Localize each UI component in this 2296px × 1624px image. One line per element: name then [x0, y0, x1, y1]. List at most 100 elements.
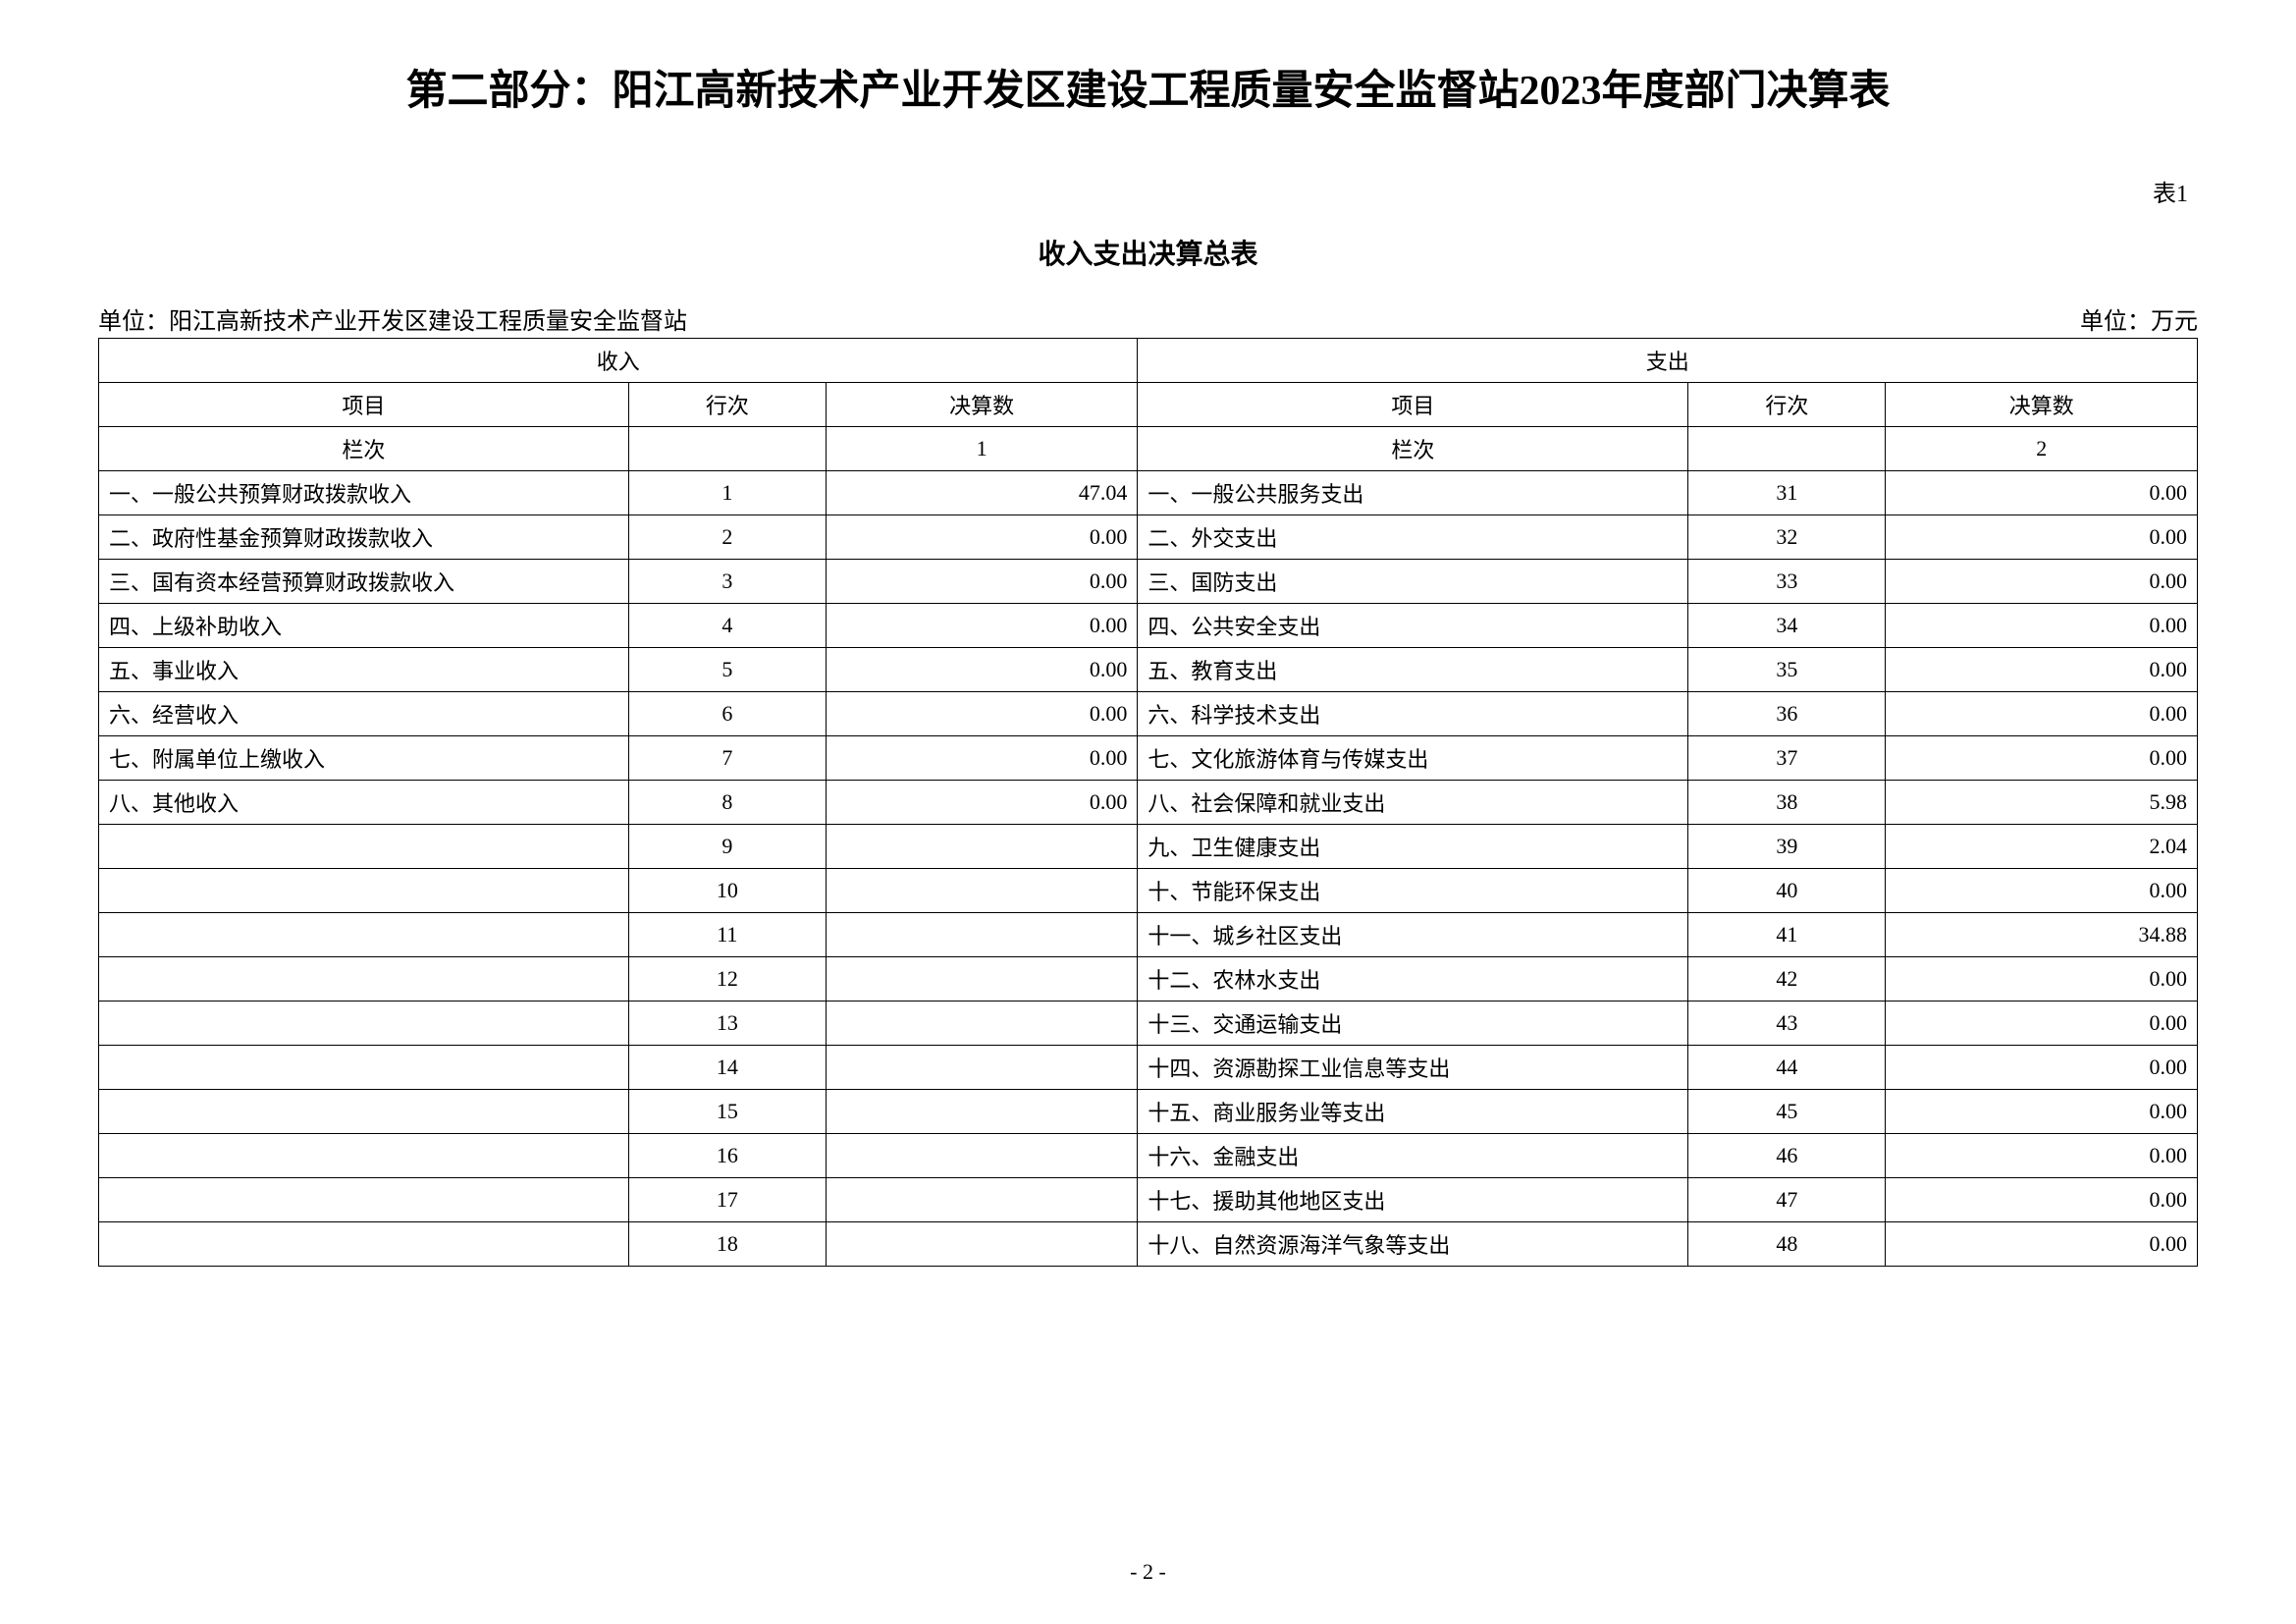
- income-rownum-header: 行次: [628, 383, 826, 427]
- expense-amount-cell: 34.88: [1886, 913, 2198, 957]
- income-rownum-cell: 14: [628, 1046, 826, 1090]
- table-row: 9九、卫生健康支出392.04: [99, 825, 2198, 869]
- income-amount-cell: [826, 869, 1138, 913]
- expense-amount-cell: 0.00: [1886, 648, 2198, 692]
- table-row: 12十二、农林水支出420.00: [99, 957, 2198, 1001]
- expense-item-cell: 十八、自然资源海洋气象等支出: [1138, 1222, 1688, 1267]
- income-rownum-cell: 17: [628, 1178, 826, 1222]
- expense-amount-cell: 0.00: [1886, 692, 2198, 736]
- blank-cell: [1688, 427, 1886, 471]
- income-item-cell: [99, 913, 629, 957]
- expense-item-cell: 十四、资源勘探工业信息等支出: [1138, 1046, 1688, 1090]
- income-amount-cell: 0.00: [826, 648, 1138, 692]
- table-row: 16十六、金融支出460.00: [99, 1134, 2198, 1178]
- expense-amount-cell: 0.00: [1886, 471, 2198, 515]
- income-rownum-cell: 18: [628, 1222, 826, 1267]
- finance-table: 收入 支出 项目 行次 决算数 项目 行次 决算数 栏次 1 栏次 2 一、一般…: [98, 338, 2198, 1267]
- table-row: 10十、节能环保支出400.00: [99, 869, 2198, 913]
- expense-rownum-cell: 48: [1688, 1222, 1886, 1267]
- expense-amount-cell: 2.04: [1886, 825, 2198, 869]
- income-item-cell: 八、其他收入: [99, 781, 629, 825]
- expense-amount-cell: 0.00: [1886, 1178, 2198, 1222]
- page-title: 第二部分：阳江高新技术产业开发区建设工程质量安全监督站2023年度部门决算表: [98, 59, 2198, 125]
- income-amount-cell: 0.00: [826, 736, 1138, 781]
- income-header: 收入: [99, 339, 1138, 383]
- expense-amount-cell: 0.00: [1886, 869, 2198, 913]
- blank-cell: [628, 427, 826, 471]
- income-amount-cell: [826, 1134, 1138, 1178]
- expense-amount-cell: 0.00: [1886, 560, 2198, 604]
- page-number: - 2 -: [1130, 1559, 1166, 1585]
- table-header-row-2: 项目 行次 决算数 项目 行次 决算数: [99, 383, 2198, 427]
- income-rownum-cell: 11: [628, 913, 826, 957]
- table-row: 一、一般公共预算财政拨款收入147.04一、一般公共服务支出310.00: [99, 471, 2198, 515]
- expense-rownum-cell: 43: [1688, 1001, 1886, 1046]
- income-amount-header: 决算数: [826, 383, 1138, 427]
- unit-header-row: 单位：阳江高新技术产业开发区建设工程质量安全监督站 单位：万元: [98, 301, 2198, 336]
- expense-item-cell: 八、社会保障和就业支出: [1138, 781, 1688, 825]
- income-item-cell: [99, 869, 629, 913]
- income-rownum-cell: 5: [628, 648, 826, 692]
- income-amount-cell: [826, 1001, 1138, 1046]
- income-rownum-cell: 7: [628, 736, 826, 781]
- expense-item-cell: 四、公共安全支出: [1138, 604, 1688, 648]
- income-item-cell: [99, 825, 629, 869]
- expense-item-cell: 十六、金融支出: [1138, 1134, 1688, 1178]
- expense-amount-cell: 0.00: [1886, 1222, 2198, 1267]
- income-amount-cell: [826, 957, 1138, 1001]
- income-item-cell: [99, 1178, 629, 1222]
- expense-item-cell: 十七、援助其他地区支出: [1138, 1178, 1688, 1222]
- income-rownum-cell: 13: [628, 1001, 826, 1046]
- income-amount-cell: [826, 1090, 1138, 1134]
- expense-item-cell: 一、一般公共服务支出: [1138, 471, 1688, 515]
- table-label: 表1: [98, 174, 2198, 208]
- table-row: 七、附属单位上缴收入70.00七、文化旅游体育与传媒支出370.00: [99, 736, 2198, 781]
- expense-amount-cell: 0.00: [1886, 1046, 2198, 1090]
- expense-amount-cell: 5.98: [1886, 781, 2198, 825]
- income-item-cell: 四、上级补助收入: [99, 604, 629, 648]
- table-row: 五、事业收入50.00五、教育支出350.00: [99, 648, 2198, 692]
- expense-item-cell: 五、教育支出: [1138, 648, 1688, 692]
- expense-rownum-cell: 42: [1688, 957, 1886, 1001]
- income-item-cell: 一、一般公共预算财政拨款收入: [99, 471, 629, 515]
- expense-rownum-cell: 46: [1688, 1134, 1886, 1178]
- expense-item-cell: 十、节能环保支出: [1138, 869, 1688, 913]
- income-item-cell: 三、国有资本经营预算财政拨款收入: [99, 560, 629, 604]
- expense-rownum-cell: 35: [1688, 648, 1886, 692]
- income-rownum-cell: 12: [628, 957, 826, 1001]
- unit-left-label: 单位：阳江高新技术产业开发区建设工程质量安全监督站: [98, 301, 687, 336]
- income-colnum-label: 栏次: [99, 427, 629, 471]
- income-item-cell: 二、政府性基金预算财政拨款收入: [99, 515, 629, 560]
- income-item-header: 项目: [99, 383, 629, 427]
- income-amount-cell: 0.00: [826, 604, 1138, 648]
- table-header-row-3: 栏次 1 栏次 2: [99, 427, 2198, 471]
- income-rownum-cell: 10: [628, 869, 826, 913]
- table-row: 15十五、商业服务业等支出450.00: [99, 1090, 2198, 1134]
- income-amount-cell: 0.00: [826, 781, 1138, 825]
- expense-header: 支出: [1138, 339, 2198, 383]
- expense-rownum-cell: 39: [1688, 825, 1886, 869]
- income-item-cell: [99, 1046, 629, 1090]
- expense-rownum-cell: 45: [1688, 1090, 1886, 1134]
- income-amount-cell: [826, 825, 1138, 869]
- expense-rownum-cell: 32: [1688, 515, 1886, 560]
- expense-item-cell: 十五、商业服务业等支出: [1138, 1090, 1688, 1134]
- expense-item-cell: 二、外交支出: [1138, 515, 1688, 560]
- income-amount-cell: 0.00: [826, 515, 1138, 560]
- income-rownum-cell: 3: [628, 560, 826, 604]
- table-row: 三、国有资本经营预算财政拨款收入30.00三、国防支出330.00: [99, 560, 2198, 604]
- income-amount-cell: [826, 1046, 1138, 1090]
- expense-rownum-cell: 47: [1688, 1178, 1886, 1222]
- expense-rownum-cell: 41: [1688, 913, 1886, 957]
- income-item-cell: 七、附属单位上缴收入: [99, 736, 629, 781]
- income-amount-cell: [826, 1178, 1138, 1222]
- expense-rownum-cell: 34: [1688, 604, 1886, 648]
- expense-amount-cell: 0.00: [1886, 1001, 2198, 1046]
- expense-colnum-label: 栏次: [1138, 427, 1688, 471]
- income-amount-cell: [826, 913, 1138, 957]
- income-item-cell: [99, 1001, 629, 1046]
- table-row: 六、经营收入60.00六、科学技术支出360.00: [99, 692, 2198, 736]
- expense-rownum-cell: 31: [1688, 471, 1886, 515]
- expense-rownum-cell: 33: [1688, 560, 1886, 604]
- income-rownum-cell: 4: [628, 604, 826, 648]
